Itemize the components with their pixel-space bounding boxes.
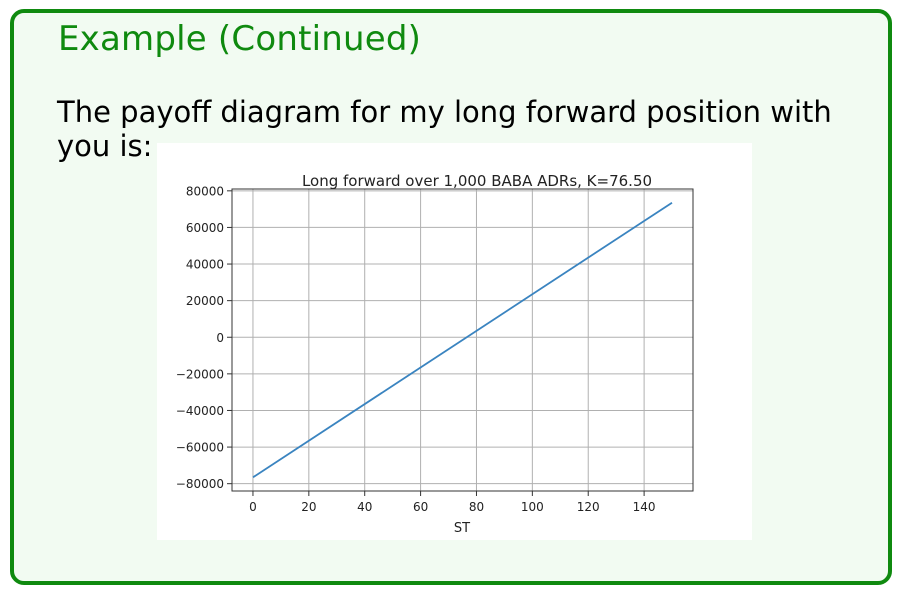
y-tick-label: 40000 bbox=[186, 258, 224, 272]
x-tick-label: 60 bbox=[413, 500, 428, 514]
grid-lines bbox=[232, 189, 693, 491]
x-tick-label: 20 bbox=[301, 500, 316, 514]
y-tick-label: −40000 bbox=[176, 404, 224, 418]
y-axis: 80000 60000 40000 20000 0 −20000 −40000 −60000 −… bbox=[176, 184, 232, 491]
chart-title: Long forward over 1,000 BABA ADRs, K=76.… bbox=[302, 172, 652, 190]
x-tick-label: 120 bbox=[577, 500, 600, 514]
chart-container: Long forward over 1,000 BABA ADRs, K=76.… bbox=[157, 143, 752, 540]
payoff-line bbox=[252, 201, 673, 479]
x-tick-label: 100 bbox=[521, 500, 544, 514]
y-tick-label: 20000 bbox=[186, 294, 224, 308]
body-text: The payoff diagram for my long forward p… bbox=[57, 95, 832, 163]
x-axis: 0 20 40 60 80 100 120 140 bbox=[249, 491, 656, 514]
x-axis-label: ST bbox=[454, 521, 470, 536]
payoff-chart: Long forward over 1,000 BABA ADRs, K=76.… bbox=[176, 172, 694, 536]
x-tick-label: 80 bbox=[469, 500, 484, 514]
y-tick-label: −20000 bbox=[176, 367, 224, 381]
x-tick-label: 140 bbox=[633, 500, 656, 514]
series-group bbox=[252, 201, 673, 479]
y-tick-label: 60000 bbox=[186, 221, 224, 235]
y-tick-label: 80000 bbox=[186, 184, 224, 198]
y-tick-label: −80000 bbox=[176, 477, 224, 491]
x-tick-label: 40 bbox=[357, 500, 372, 514]
block-title: Example (Continued) bbox=[58, 19, 422, 59]
y-tick-label: 0 bbox=[216, 331, 224, 345]
example-block: Example (Continued) The payoff diagram f… bbox=[10, 9, 892, 585]
plot-frame bbox=[231, 188, 694, 492]
y-tick-label: −60000 bbox=[176, 441, 224, 455]
x-tick-label: 0 bbox=[249, 500, 257, 514]
